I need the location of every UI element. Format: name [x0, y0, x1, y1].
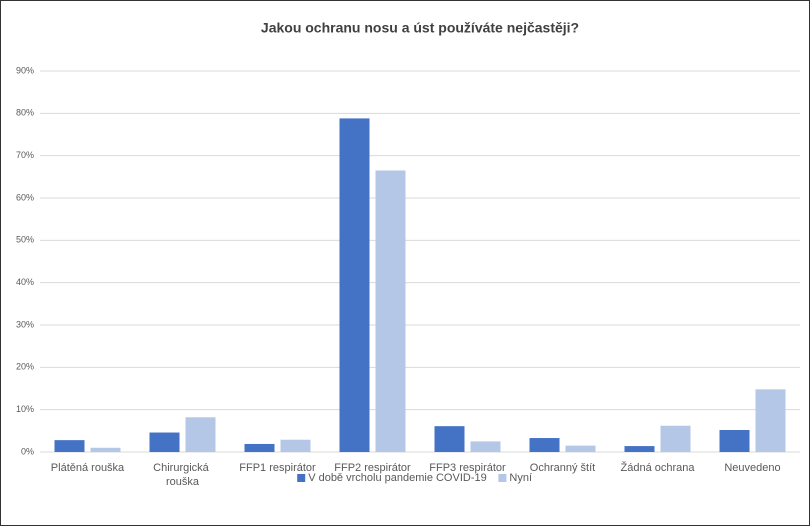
x-tick-label: Chirurgická rouška	[153, 462, 212, 488]
y-tick-label: 10%	[16, 404, 34, 414]
legend-label: V době vrcholu pandemie COVID-19	[308, 472, 487, 484]
bar	[280, 439, 311, 452]
x-tick-label: Žádná ochrana	[621, 461, 696, 474]
bar	[375, 170, 406, 452]
bar	[565, 445, 596, 452]
bar	[149, 432, 180, 452]
chart-title: Jakou ochranu nosu a úst používáte nejča…	[261, 20, 579, 36]
legend-label: Nyní	[509, 472, 532, 484]
legend-swatch	[297, 474, 306, 482]
y-tick-label: 60%	[16, 192, 34, 202]
y-tick-label: 80%	[16, 108, 34, 118]
bar	[244, 443, 275, 452]
legend-swatch	[498, 474, 507, 482]
x-tick-label: Plátěná rouška	[51, 462, 125, 474]
bar	[434, 426, 465, 452]
bar	[339, 118, 370, 452]
bar	[660, 425, 691, 452]
bar	[624, 446, 655, 452]
x-tick-label: FFP1 respirátor	[239, 462, 316, 474]
y-tick-label: 20%	[16, 362, 34, 372]
bar	[185, 417, 216, 452]
bar	[719, 429, 750, 452]
y-tick-label: 70%	[16, 150, 34, 160]
x-tick-label: FFP2 respirátor	[334, 462, 411, 474]
bar	[755, 389, 786, 452]
y-tick-label: 50%	[16, 235, 34, 245]
bar	[54, 440, 85, 452]
y-tick-label: 30%	[16, 319, 34, 329]
x-tick-label: Ochranný štít	[530, 462, 595, 474]
y-tick-label: 90%	[16, 65, 34, 75]
x-tick-label: FFP3 respirátor	[429, 462, 506, 474]
y-tick-label: 0%	[21, 446, 34, 456]
x-tick-label: Neuvedeno	[724, 462, 780, 474]
bar	[470, 441, 501, 452]
bar	[529, 438, 560, 452]
bar	[90, 447, 121, 452]
y-tick-label: 40%	[16, 277, 34, 287]
